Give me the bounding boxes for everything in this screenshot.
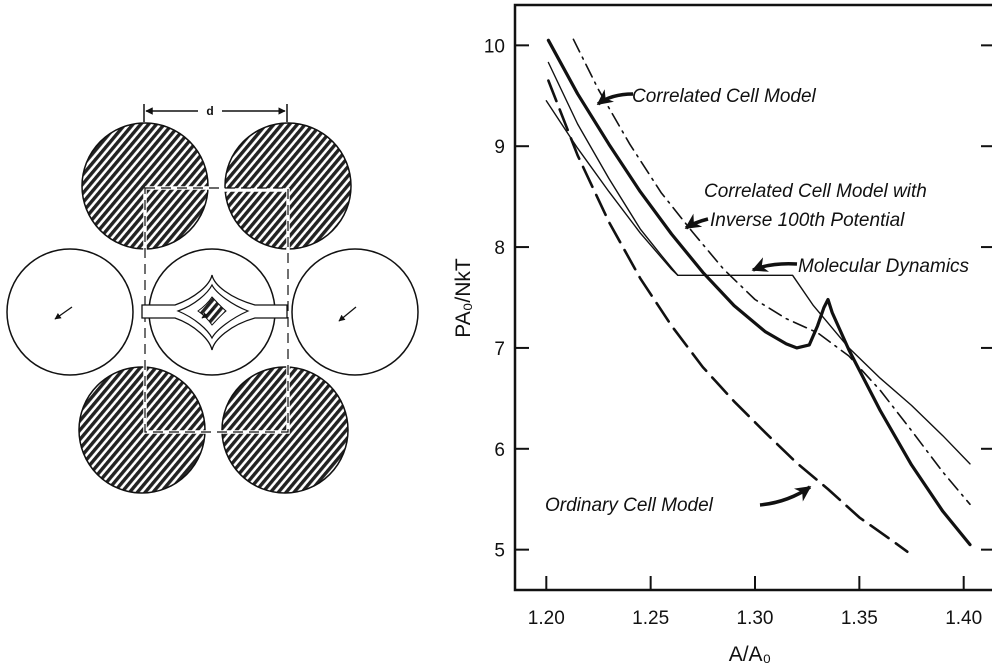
tick-labels: 1.20 1.25 1.30 1.35 1.40 5 6 7 8 9 10 (484, 36, 982, 629)
series-line-1 (572, 38, 971, 506)
series-line-0 (546, 38, 972, 547)
y-tick-label: 5 (494, 541, 505, 562)
cell-boundary-dashed (144, 187, 289, 433)
y-tick-label: 9 (494, 137, 505, 158)
x-tick-label: 1.25 (632, 608, 669, 629)
pressure-chart: 1.20 1.25 1.30 1.35 1.40 5 6 7 8 9 10 A/A₀ PA₀/NkT… (452, 3, 992, 666)
y-tick-label: 8 (494, 238, 505, 259)
y-tick-label: 10 (484, 36, 505, 57)
neighbor-disk-bottom-left (78, 366, 206, 494)
annotation-correlated-with-potential-line2: Inverse 100th Potential (710, 210, 905, 231)
x-tick-label: 1.35 (841, 608, 878, 629)
x-tick-label: 1.20 (528, 608, 565, 629)
x-axis-label: A/A₀ (729, 643, 772, 666)
hexagonal-cell-diagram: d (6, 104, 419, 494)
spacing-indicator: d (143, 104, 288, 122)
annotation-arrow-correlated-icon (596, 89, 634, 106)
annotation-arrow-md-icon (751, 257, 798, 272)
y-axis-label: PA₀/NkT (452, 258, 475, 338)
neighbor-disk-left (6, 248, 134, 376)
annotation-arrow-ordinary-icon (759, 485, 812, 507)
annotation-correlated-with-potential-line1: Correlated Cell Model with (704, 181, 927, 202)
neighbor-disk-bottom-right (221, 366, 349, 494)
neighbor-disk-right (291, 248, 419, 376)
annotation-correlated-cell-model: Correlated Cell Model (632, 86, 817, 107)
y-tick-label: 7 (494, 339, 505, 360)
spacing-label: d (206, 104, 213, 118)
annotation-molecular-dynamics: Molecular Dynamics (798, 256, 970, 277)
displacement-arrow-left-icon (54, 306, 73, 320)
displacement-arrow-center-icon (201, 308, 215, 319)
annotation-ordinary-cell-model: Ordinary Cell Model (545, 495, 714, 516)
displacement-arrow-right-icon (338, 306, 357, 322)
axis-ticks (515, 44, 992, 590)
x-tick-label: 1.30 (737, 608, 774, 629)
series-line-2 (547, 61, 971, 465)
series-line-4 (545, 100, 679, 276)
y-tick-label: 6 (494, 440, 505, 461)
series-line-3 (547, 79, 909, 553)
x-tick-label: 1.40 (945, 608, 982, 629)
series-lines (545, 38, 972, 553)
annotation-arrow-potential-icon (684, 213, 709, 230)
